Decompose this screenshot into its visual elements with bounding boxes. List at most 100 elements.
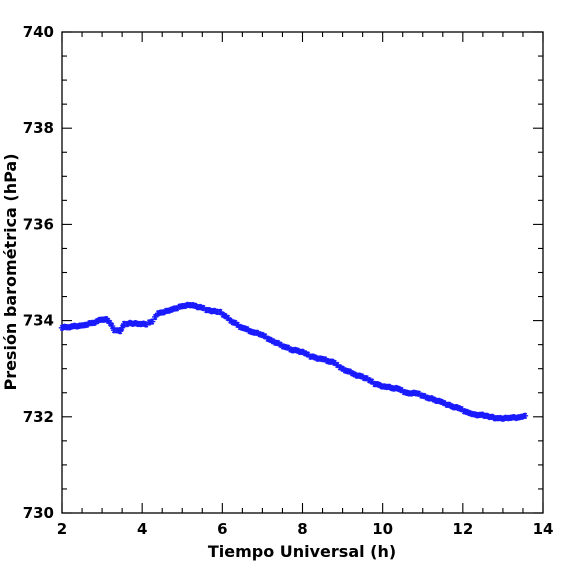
data-point <box>312 354 319 361</box>
data-point <box>339 365 346 372</box>
data-point <box>334 361 341 369</box>
data-point <box>395 385 402 393</box>
data-point <box>246 327 253 335</box>
data-point <box>168 306 175 313</box>
data-point <box>398 386 405 394</box>
y-axis-title: Presión barométrica (hPa) <box>1 153 20 390</box>
x-tick-label: 4 <box>137 520 147 538</box>
data-point <box>181 302 189 310</box>
data-point <box>356 372 363 379</box>
data-point <box>227 317 234 324</box>
y-tick-label: 736 <box>23 215 54 233</box>
data-point <box>118 324 126 331</box>
x-tick-label: 2 <box>57 520 67 538</box>
data-point <box>336 364 344 371</box>
x-tick-label: 12 <box>452 520 473 538</box>
data-point <box>243 326 251 333</box>
data-point <box>368 378 376 385</box>
data-point <box>123 320 131 328</box>
data-point <box>274 339 282 347</box>
data-point <box>145 319 153 326</box>
data-point <box>521 412 529 420</box>
data-point <box>358 373 366 380</box>
data-point <box>435 397 442 405</box>
data-point <box>205 306 213 314</box>
data-point <box>301 350 309 357</box>
y-tick-label: 738 <box>23 119 54 137</box>
data-point <box>224 314 232 322</box>
data-point <box>478 411 486 418</box>
plot-frame <box>61 31 544 514</box>
data-point <box>448 403 455 410</box>
axis-ticks <box>61 31 544 514</box>
data-point <box>309 353 317 360</box>
data-point <box>231 319 239 327</box>
data-point <box>197 303 204 311</box>
data-point <box>256 331 263 338</box>
data-point <box>304 351 312 358</box>
x-tick-label: 10 <box>372 520 393 538</box>
data-point <box>108 322 116 330</box>
data-point <box>83 321 91 328</box>
data-point <box>423 394 430 401</box>
data-point <box>460 408 468 415</box>
data-point <box>155 310 162 317</box>
data-point <box>142 321 150 328</box>
data-point <box>173 305 181 312</box>
data-point <box>267 336 274 344</box>
data-point <box>455 404 463 412</box>
x-tick-label: 14 <box>533 520 554 538</box>
data-point <box>438 398 445 406</box>
data-point <box>66 324 73 331</box>
data-point <box>113 327 121 334</box>
data-point <box>292 346 299 354</box>
data-point <box>463 408 471 416</box>
data-point <box>483 412 491 420</box>
y-tick-label: 730 <box>23 504 54 522</box>
data-point <box>234 321 241 329</box>
data-point <box>341 367 349 374</box>
data-point <box>420 392 428 400</box>
data-point <box>261 333 269 340</box>
data-point <box>165 307 173 314</box>
y-tick-label: 734 <box>23 312 54 330</box>
data-point <box>58 324 66 332</box>
data-point <box>458 405 465 413</box>
data-point <box>140 320 147 327</box>
data-point <box>102 315 110 323</box>
data-point <box>284 344 292 351</box>
data-point <box>241 325 248 332</box>
data-point <box>277 341 284 348</box>
data-point <box>294 347 301 354</box>
data-point <box>430 396 438 403</box>
data-point <box>126 319 134 327</box>
data-point <box>269 338 277 345</box>
data-point <box>93 318 101 325</box>
data-point <box>116 327 124 335</box>
data-point <box>400 388 408 396</box>
x-tick-label: 6 <box>217 520 227 538</box>
data-point <box>200 304 207 312</box>
data-point <box>351 371 358 378</box>
x-tick-label: 8 <box>297 520 307 538</box>
data-point <box>393 384 400 392</box>
data-point <box>328 358 336 365</box>
data-point <box>132 320 139 327</box>
data-point <box>385 383 393 391</box>
data-point <box>321 356 329 363</box>
data-point <box>466 409 473 417</box>
data-point <box>299 348 306 356</box>
data-point <box>148 318 156 325</box>
data-point <box>160 309 167 316</box>
data-point <box>217 308 224 316</box>
data-point <box>446 401 453 409</box>
data-point <box>366 377 373 384</box>
data-point <box>259 331 266 339</box>
data-point <box>236 323 244 331</box>
data-point <box>346 368 353 375</box>
data-point <box>264 335 271 342</box>
data-point <box>349 370 356 377</box>
data-point <box>106 319 114 327</box>
data-point <box>489 413 496 421</box>
